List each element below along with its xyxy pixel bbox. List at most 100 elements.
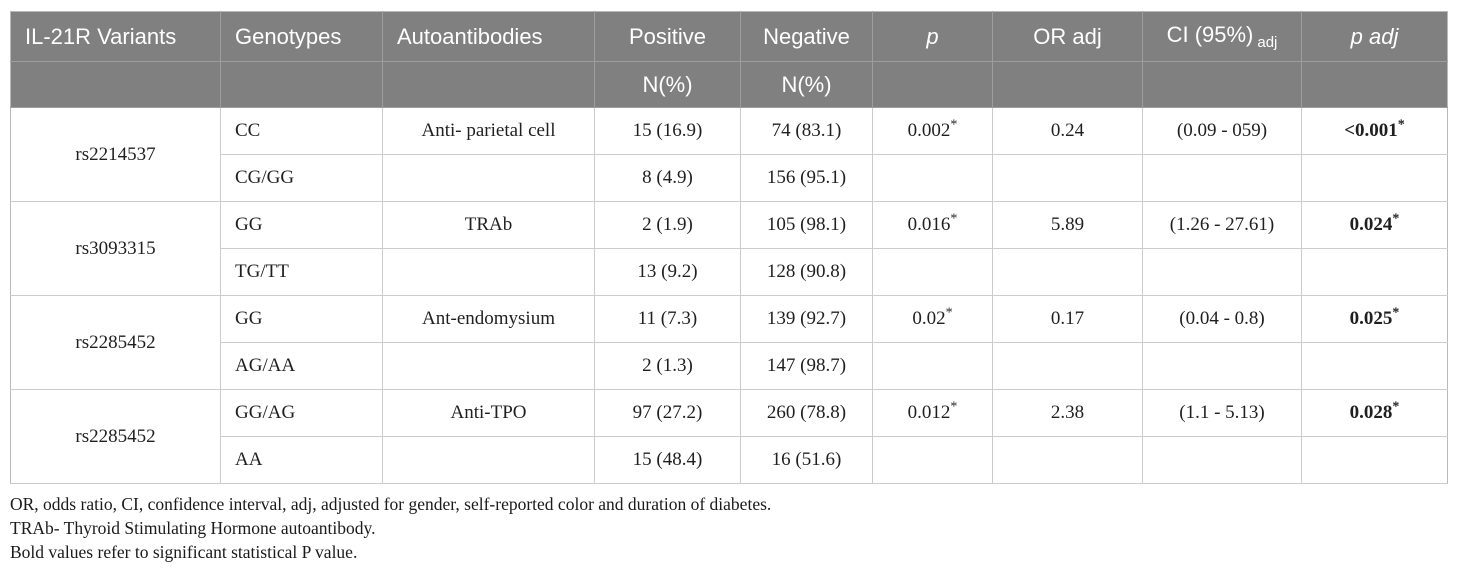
significance-star: * <box>945 305 953 321</box>
or-adj-cell: 5.89 <box>992 201 1143 249</box>
negative-cell: 16 (51.6) <box>740 436 873 484</box>
header-spacer <box>382 61 595 108</box>
or-adj-cell <box>992 154 1143 202</box>
negative-cell: 156 (95.1) <box>740 154 873 202</box>
p-value-cell <box>872 248 993 296</box>
variant-cell: rs3093315 <box>10 201 221 296</box>
header-p-adj: p adj <box>1301 11 1448 62</box>
ci-cell <box>1142 154 1302 202</box>
autoantibody-cell: TRAb <box>382 201 595 249</box>
genotype-cell: GG/AG <box>220 389 383 437</box>
or-adj-cell <box>992 248 1143 296</box>
p-adj-cell: 0.024* <box>1301 201 1448 249</box>
significance-star: * <box>1392 211 1400 227</box>
p-value-cell: 0.016* <box>872 201 993 249</box>
autoantibody-cell: Anti-TPO <box>382 389 595 437</box>
ci-cell: (0.04 - 0.8) <box>1142 295 1302 343</box>
negative-cell: 147 (98.7) <box>740 342 873 390</box>
header-p: p <box>872 11 993 62</box>
autoantibody-cell <box>382 342 595 390</box>
footnote-trab: TRAb- Thyroid Stimulating Hormone autoan… <box>10 518 376 538</box>
genotype-cell: AA <box>220 436 383 484</box>
table-row: AG/AA 2 (1.3) 147 (98.7) <box>11 342 1448 390</box>
ci-cell: (1.1 - 5.13) <box>1142 389 1302 437</box>
header-negative-n-pct: N(%) <box>740 61 873 108</box>
autoantibody-cell <box>382 436 595 484</box>
p-adj-cell: <0.001* <box>1301 107 1448 155</box>
ci-cell <box>1142 248 1302 296</box>
ci-cell: (1.26 - 27.61) <box>1142 201 1302 249</box>
header-ci-subscript: adj <box>1257 34 1278 52</box>
positive-cell: 11 (7.3) <box>594 295 741 343</box>
genotype-cell: AG/AA <box>220 342 383 390</box>
table-row: CG/GG 8 (4.9) 156 (95.1) <box>11 154 1448 202</box>
positive-cell: 15 (48.4) <box>594 436 741 484</box>
header-il21r-variants: IL-21R Variants <box>10 11 221 62</box>
autoantibody-cell: Anti- parietal cell <box>382 107 595 155</box>
or-adj-cell <box>992 436 1143 484</box>
genotype-cell: GG <box>220 201 383 249</box>
paper-table-figure: IL-21R Variants Genotypes Autoantibodies… <box>10 11 1450 564</box>
header-positive-n-pct: N(%) <box>594 61 741 108</box>
p-value-cell: 0.012* <box>872 389 993 437</box>
table-body: rs2214537 CC Anti- parietal cell 15 (16.… <box>10 107 1448 484</box>
variant-cell: rs2285452 <box>10 295 221 390</box>
header-spacer <box>1301 61 1448 108</box>
positive-cell: 13 (9.2) <box>594 248 741 296</box>
significance-star: * <box>1392 399 1400 415</box>
p-adj-cell <box>1301 342 1448 390</box>
table-row: rs2214537 CC Anti- parietal cell 15 (16.… <box>10 107 1448 202</box>
or-adj-cell: 0.24 <box>992 107 1143 155</box>
p-adj-cell: 0.025* <box>1301 295 1448 343</box>
header-spacer <box>1142 61 1302 108</box>
negative-cell: 139 (92.7) <box>740 295 873 343</box>
header-positive: Positive <box>594 11 741 62</box>
negative-cell: 74 (83.1) <box>740 107 873 155</box>
negative-cell: 128 (90.8) <box>740 248 873 296</box>
or-adj-cell: 2.38 <box>992 389 1143 437</box>
positive-cell: 2 (1.3) <box>594 342 741 390</box>
table-row: rs2285452 GG/AG Anti-TPO 97 (27.2) 260 (… <box>10 389 1448 484</box>
header-spacer <box>992 61 1143 108</box>
significance-star: * <box>950 399 958 415</box>
significance-star: * <box>950 211 958 227</box>
p-value-cell <box>872 436 993 484</box>
autoantibody-cell: Ant-endomysium <box>382 295 595 343</box>
positive-cell: 15 (16.9) <box>594 107 741 155</box>
genotype-cell: TG/TT <box>220 248 383 296</box>
header-spacer <box>872 61 993 108</box>
table-row: rs3093315 GG TRAb 2 (1.9) 105 (98.1) 0.0… <box>10 201 1448 296</box>
header-genotypes: Genotypes <box>220 11 383 62</box>
p-value-cell: 0.02* <box>872 295 993 343</box>
or-adj-cell <box>992 342 1143 390</box>
table-row: TG/TT 13 (9.2) 128 (90.8) <box>11 248 1448 296</box>
ci-cell <box>1142 342 1302 390</box>
header-ci-95-adj: CI (95%) adj <box>1142 11 1302 62</box>
table-footnotes: OR, odds ratio, CI, confidence interval,… <box>10 492 1450 564</box>
header-ci-main: CI (95%) <box>1166 21 1254 47</box>
header-negative: Negative <box>740 11 873 62</box>
table-row: AA 15 (48.4) 16 (51.6) <box>11 436 1448 484</box>
variant-cell: rs2214537 <box>10 107 221 202</box>
header-autoantibodies: Autoantibodies <box>382 11 595 62</box>
p-adj-cell: 0.028* <box>1301 389 1448 437</box>
ci-cell: (0.09 - 059) <box>1142 107 1302 155</box>
footnote-bold-values: Bold values refer to significant statist… <box>10 542 358 562</box>
significance-star: * <box>1392 305 1400 321</box>
table-row: rs2285452 GG Ant-endomysium 11 (7.3) 139… <box>10 295 1448 390</box>
p-adj-cell <box>1301 248 1448 296</box>
p-adj-cell <box>1301 436 1448 484</box>
header-spacer <box>220 61 383 108</box>
positive-cell: 97 (27.2) <box>594 389 741 437</box>
negative-cell: 105 (98.1) <box>740 201 873 249</box>
p-adj-cell <box>1301 154 1448 202</box>
p-value-cell <box>872 154 993 202</box>
header-spacer <box>10 61 221 108</box>
significance-star: * <box>950 117 958 133</box>
footnote-abbreviations: OR, odds ratio, CI, confidence interval,… <box>10 494 772 514</box>
table-header: IL-21R Variants Genotypes Autoantibodies… <box>10 11 1448 108</box>
autoantibody-cell <box>382 154 595 202</box>
or-adj-cell: 0.17 <box>992 295 1143 343</box>
positive-cell: 2 (1.9) <box>594 201 741 249</box>
p-value-cell <box>872 342 993 390</box>
